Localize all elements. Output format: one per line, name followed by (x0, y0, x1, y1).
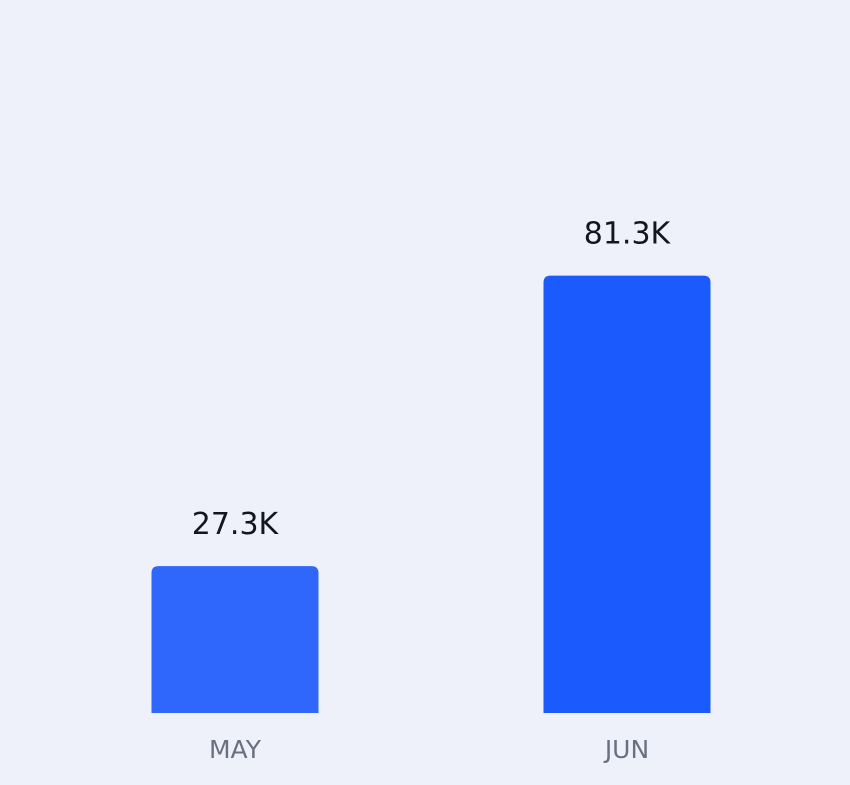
value-label-jun: 81.3K (584, 217, 672, 252)
value-label-may: 27.3K (192, 507, 280, 542)
bar-may (151, 566, 319, 713)
bar-jun (543, 275, 711, 713)
x-tick-label-jun: JUN (603, 735, 649, 764)
x-tick-label-may: MAY (209, 735, 262, 764)
